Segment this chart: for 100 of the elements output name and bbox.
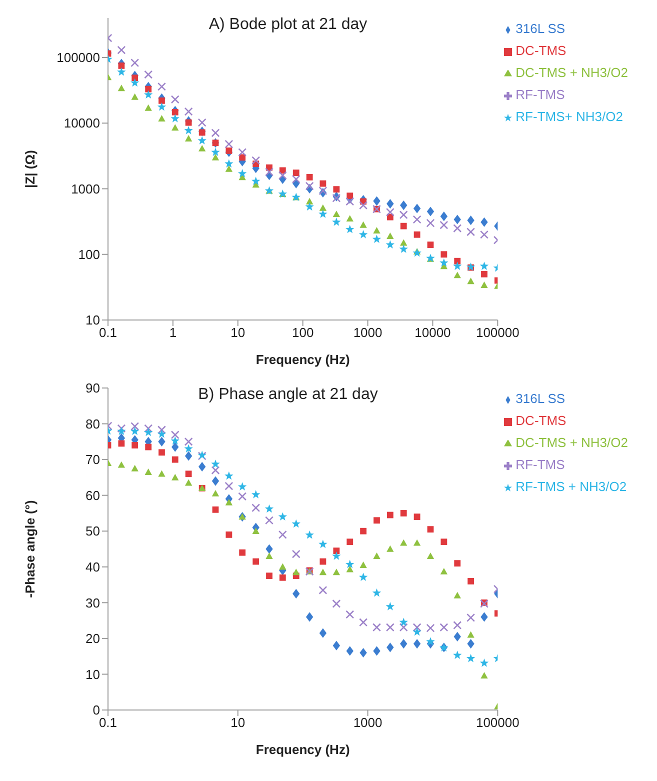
point: [400, 539, 408, 546]
x-tick-label: 100000: [476, 715, 520, 730]
point: [333, 186, 340, 193]
point: [400, 510, 407, 516]
legend-label: RF-TMS+ NH3/O2: [516, 109, 623, 124]
point: [144, 104, 152, 111]
point: [292, 568, 300, 576]
y-tick-label: 50: [86, 524, 100, 539]
y-tick-label: 10: [86, 312, 100, 328]
point: [453, 620, 462, 630]
point: [184, 479, 192, 486]
point: [198, 136, 206, 144]
point: [346, 224, 354, 234]
point: [427, 242, 434, 248]
point: [386, 642, 394, 652]
point: [157, 426, 166, 434]
y-tick-label: 60: [86, 488, 100, 503]
point: [144, 428, 153, 436]
point: [480, 262, 489, 270]
x-tick-label: 10: [230, 325, 246, 340]
point: [306, 612, 314, 622]
point: [238, 148, 247, 156]
point: [131, 93, 138, 100]
point: [453, 224, 462, 233]
point: [426, 552, 434, 560]
point: [359, 618, 368, 627]
point: [251, 490, 260, 498]
point: [468, 578, 474, 584]
point: [346, 610, 354, 619]
point: [346, 192, 354, 200]
x-tick-label: 0.1: [98, 325, 118, 340]
point: [252, 528, 260, 534]
point: [480, 672, 488, 679]
point: [360, 562, 367, 568]
y-tick-label: 100: [78, 246, 100, 262]
point: [117, 426, 126, 436]
legend-label: 316L SS: [516, 391, 566, 406]
point: [292, 550, 300, 558]
y-tick-label: 1000: [71, 181, 100, 196]
point: [158, 449, 165, 456]
point: [467, 278, 474, 284]
point: [373, 646, 380, 656]
point: [332, 568, 340, 576]
point: [157, 82, 166, 91]
point: [211, 148, 220, 156]
point: [400, 200, 408, 210]
x-tick-label: 100000: [476, 325, 520, 340]
point: [332, 210, 340, 218]
point: [467, 631, 474, 638]
point: [224, 159, 234, 168]
x-tick-label: 0.1: [98, 715, 118, 730]
point: [266, 552, 273, 560]
point: [454, 214, 461, 224]
point: [360, 528, 366, 534]
point: [481, 270, 488, 278]
point: [413, 539, 421, 546]
point: [399, 210, 408, 220]
point: [238, 482, 247, 490]
point: [426, 206, 434, 216]
point: [130, 422, 140, 431]
point: [467, 216, 474, 226]
point: [224, 140, 234, 148]
point: [238, 169, 247, 178]
point: [399, 244, 408, 253]
legend-label: 316L SS: [516, 21, 566, 36]
point: [144, 424, 153, 433]
point: [252, 558, 260, 565]
point: [305, 182, 314, 190]
point: [386, 208, 394, 216]
y-tick-label: 90: [86, 380, 100, 396]
point: [184, 107, 193, 116]
point: [184, 135, 192, 142]
point: [132, 74, 138, 82]
point: [118, 84, 126, 92]
x-axis-title: Frequency (Hz): [256, 352, 350, 367]
point: [278, 171, 287, 180]
point: [466, 228, 476, 236]
point: [440, 623, 448, 632]
point: [480, 612, 488, 622]
point: [400, 222, 407, 230]
point: [225, 498, 233, 506]
point: [318, 540, 328, 548]
point: [145, 86, 152, 92]
y-tick-label: 20: [86, 631, 100, 646]
point: [132, 442, 138, 448]
point: [399, 623, 408, 632]
legend-label: DC-TMS + NH3/O2: [516, 65, 628, 80]
point: [130, 78, 140, 87]
point: [427, 526, 434, 533]
point: [400, 639, 408, 649]
point: [144, 468, 152, 475]
point: [386, 198, 394, 209]
point: [157, 102, 166, 111]
point: [266, 544, 273, 554]
point: [117, 67, 126, 76]
point: [480, 230, 488, 239]
point: [212, 506, 219, 513]
point: [118, 440, 125, 447]
point: [319, 204, 327, 211]
point: [413, 639, 421, 649]
